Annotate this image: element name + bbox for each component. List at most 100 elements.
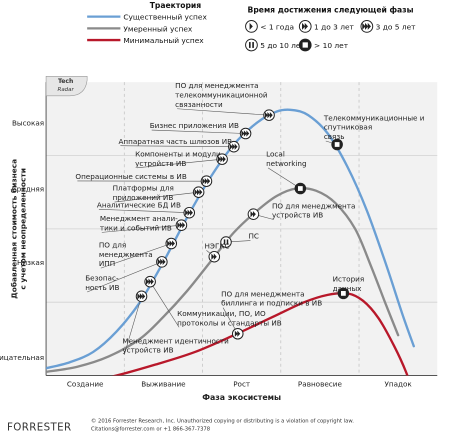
legend-series-label: Умеренный успех xyxy=(123,24,193,33)
y-level-labels: Отрицательная Низкая Средняя Высокая xyxy=(0,118,44,362)
x-axis-title: Фаза экосистемы xyxy=(202,393,281,402)
technology-label: Компоненты и модули устройств ИВ xyxy=(135,149,221,167)
technology-item: История данных xyxy=(333,275,365,300)
badge-line2: Radar xyxy=(58,87,75,93)
y-level-label: Высокая xyxy=(12,118,44,127)
footer: FORRESTER © 2016 Forrester Research, Inc… xyxy=(7,417,354,433)
technology-label: ПО для менеджмента телекоммуникационной св… xyxy=(175,81,268,109)
marker-chevron-2 xyxy=(231,327,244,340)
x-phase-label: Выживание xyxy=(141,379,186,388)
series-line-3 xyxy=(111,291,409,376)
leader-line xyxy=(177,108,270,116)
legend-trajectory-title: Траектория xyxy=(150,1,202,10)
forrester-logo: FORRESTER xyxy=(7,421,72,433)
y-axis-title: Добавленная стоимость бизнеса с учетом н… xyxy=(10,159,28,299)
legend-symbol-chevron-3 xyxy=(360,20,374,33)
leader-line xyxy=(98,208,190,214)
svg-text:с учетом неопределенности: с учетом неопределенности xyxy=(19,168,28,290)
x-phase-label: Равновесие xyxy=(298,379,343,388)
legend-symbol-chevron-2 xyxy=(298,20,312,33)
technology-item: ПО для менеджмента биллинга и подписки в … xyxy=(221,289,322,340)
legend-time-label: 5 до 10 лет xyxy=(260,41,305,50)
series-line-1 xyxy=(46,108,415,370)
marker-chevron-3 xyxy=(165,237,178,250)
technology-label: ПО для менеджмента устройств ИВ xyxy=(272,201,355,219)
technology-item: НЭГКС xyxy=(205,241,230,263)
y-level-label: Отрицательная xyxy=(0,353,44,362)
technology-item: Менеджмент идентичности устройств ИВ xyxy=(122,290,229,355)
marker-chevron-3 xyxy=(200,175,213,187)
leader-line xyxy=(149,281,180,328)
marker-stop xyxy=(294,182,307,195)
x-phase-label: Создание xyxy=(67,379,104,388)
technology-item: Аппаратная часть шлюзов ИВ xyxy=(118,137,240,153)
technology-label: Аналитические БД ИВ xyxy=(97,200,181,209)
marker-chevron-3 xyxy=(216,153,228,165)
technology-item: Безопас-ность ИВ xyxy=(85,256,168,293)
leader-line xyxy=(151,129,246,134)
x-phase-label: Рост xyxy=(233,379,250,388)
marker-chevron-3 xyxy=(263,109,275,121)
svg-text:Добавленная стоимость бизнеса: Добавленная стоимость бизнеса xyxy=(10,159,19,299)
technology-item: ПО для менеджмента устройств ИВ xyxy=(247,201,355,220)
technology-item: ПС xyxy=(220,232,259,248)
x-phase-labels: Создание Выживание Рост Равновесие Упадок xyxy=(67,379,413,388)
leader-line xyxy=(120,145,234,147)
technology-label: ПС xyxy=(249,232,259,241)
leader-line xyxy=(124,296,142,355)
technology-label: ПО для менеджмента ИПП xyxy=(99,240,153,268)
technology-item: ПО для менеджмента телекоммуникационной св… xyxy=(175,81,275,121)
marker-chevron-3 xyxy=(183,206,196,219)
leader-line xyxy=(87,261,162,293)
technology-item: ПО для менеджмента ИПП xyxy=(99,237,178,269)
leader-line xyxy=(101,224,182,233)
legend-time-label: 1 до 3 лет xyxy=(314,22,355,31)
legend: Траектория Существенный успех Умеренный ус… xyxy=(87,1,417,52)
technology-label: Платформы для приложений ИВ xyxy=(113,184,174,202)
technology-markers: ПО для менеджмента телекоммуникационной св… xyxy=(75,81,425,355)
marker-chevron-3 xyxy=(239,127,252,140)
marker-chevron-2 xyxy=(247,208,260,220)
technology-item: Операционные системы в ИВ xyxy=(75,172,213,187)
footer-copyright: © 2016 Forrester Research, Inc. Unauthor… xyxy=(91,417,354,424)
technology-label: Безопас-ность ИВ xyxy=(85,274,119,292)
marker-chevron-3 xyxy=(135,290,148,303)
legend-symbol-chevron-1 xyxy=(245,20,258,33)
technology-item: Local networking xyxy=(266,149,307,195)
technology-item: Бизнес приложения ИВ xyxy=(150,121,252,140)
technology-label: ПО для менеджмента биллинга и подписки в … xyxy=(221,289,322,307)
marker-chevron-3 xyxy=(144,275,156,288)
footer-contact: Citations@forrester.com or +1 866-367-73… xyxy=(91,426,210,432)
technology-item: Аналитические БД ИВ xyxy=(97,200,196,219)
technology-label: НЭГКС xyxy=(205,241,230,250)
technology-label: Операционные системы в ИВ xyxy=(75,172,186,181)
leader-line xyxy=(114,191,199,203)
marker-chevron-3 xyxy=(175,219,188,231)
technology-label: Коммуникации, ПО, ИО протоколы и стандарт… xyxy=(177,309,282,327)
leader-line xyxy=(267,167,301,189)
legend-symbol-pause xyxy=(245,38,258,52)
x-phase-label: Упадок xyxy=(384,379,412,388)
technology-item: Платформы для приложений ИВ xyxy=(113,184,205,203)
technology-label: Менеджмент идентичности устройств ИВ xyxy=(122,336,229,354)
marker-chevron-2 xyxy=(208,250,221,263)
technology-label: Аппаратная часть шлюзов ИВ xyxy=(118,137,232,146)
marker-stop xyxy=(337,287,350,300)
leader-line xyxy=(136,158,223,169)
technology-label: Local networking xyxy=(266,149,306,167)
technology-item: Менеджмент анали-тики и событий ИВ xyxy=(100,214,188,233)
technology-label: Бизнес приложения ИВ xyxy=(150,121,239,130)
technology-item: Телекоммуникационные и спутниковая связь xyxy=(323,113,425,151)
marker-stop xyxy=(331,138,343,151)
legend-series-label: Минимальный успех xyxy=(123,36,204,45)
legend-time-label: 3 до 5 лет xyxy=(376,22,417,31)
y-level-label: Низкая xyxy=(17,258,44,267)
technology-label: История данных xyxy=(333,275,365,293)
marker-chevron-3 xyxy=(192,186,205,198)
legend-time-label: < 1 года xyxy=(260,22,294,31)
legend-series-label: Существенный успех xyxy=(123,13,207,22)
legend-time-label: > 10 лет xyxy=(314,41,349,50)
legend-symbol-stop xyxy=(298,38,312,52)
technology-label: Телекоммуникационные и спутниковая связь xyxy=(323,113,425,141)
